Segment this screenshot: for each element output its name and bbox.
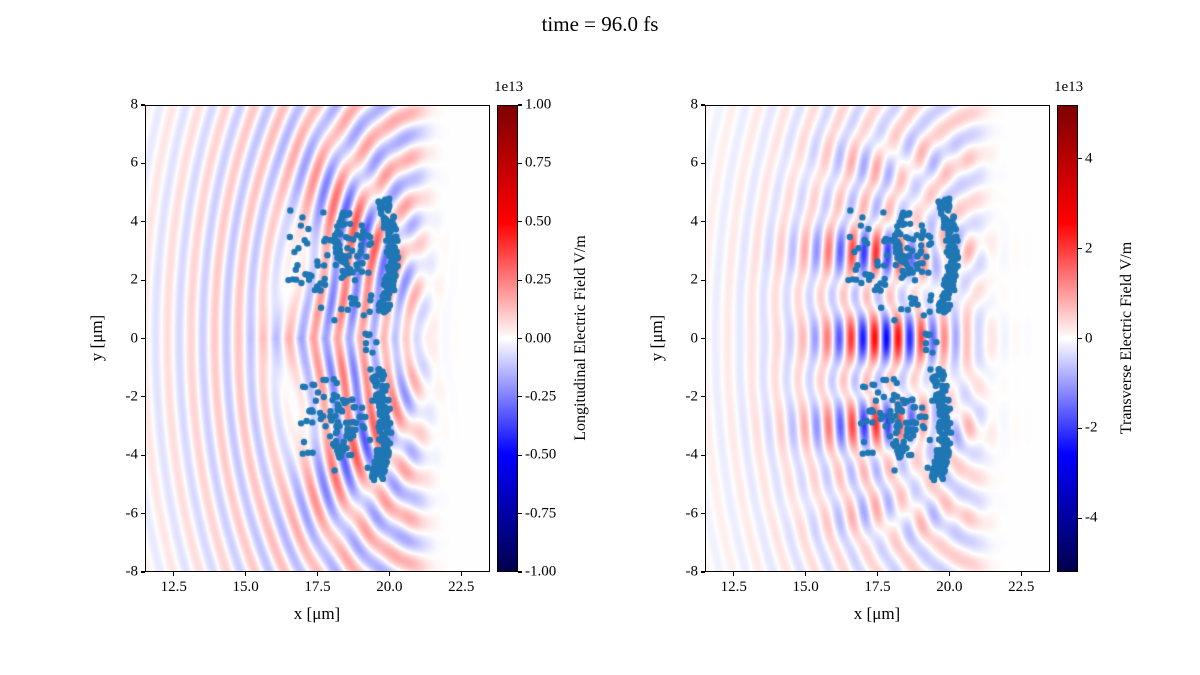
colorbar-tick-label: 0.50 <box>525 213 552 230</box>
colorbar-tick <box>1078 427 1082 429</box>
x-tick-label: 12.5 <box>720 579 747 595</box>
y-tick <box>141 454 145 456</box>
y-tick-label: 6 <box>690 154 699 171</box>
y-tick-label: -6 <box>125 505 139 522</box>
y-tick-label: 8 <box>690 96 699 113</box>
x-tick <box>460 572 462 576</box>
x-tick <box>876 572 879 576</box>
y-tick <box>701 513 705 515</box>
y-tick <box>141 337 145 340</box>
y-tick-label: 4 <box>130 213 139 230</box>
y-tick-label: -4 <box>125 446 139 463</box>
y-tick <box>701 571 705 573</box>
y-tick <box>141 162 145 164</box>
y-tick-label: 6 <box>130 154 139 171</box>
x-tick <box>1020 572 1022 576</box>
x-tick <box>388 572 390 576</box>
colorbar-tick <box>1078 517 1082 519</box>
right-y-axis-label: y [μm] <box>647 314 666 362</box>
longitudinal-field-heatmap <box>145 105 490 572</box>
colorbar-tick <box>1078 248 1082 250</box>
left-colorbar-exponent: 1e13 <box>494 79 524 95</box>
colorbar-tick-label: 1.00 <box>525 96 552 113</box>
y-tick-label: 2 <box>690 271 699 288</box>
right-colorbar-exponent: 1e13 <box>1054 79 1084 95</box>
x-tick-label: 17.5 <box>864 579 891 595</box>
y-tick <box>141 104 145 106</box>
colorbar-tick <box>518 221 522 223</box>
colorbar-tick <box>518 396 522 398</box>
x-tick <box>245 572 247 576</box>
y-tick <box>701 396 705 398</box>
colorbar-tick-label: 2 <box>1085 240 1093 257</box>
x-tick <box>316 572 319 576</box>
x-tick-label: 15.0 <box>792 579 819 595</box>
y-tick <box>141 221 145 223</box>
colorbar-tick <box>1078 158 1082 160</box>
y-tick-label: 0 <box>130 330 139 346</box>
x-tick <box>805 572 807 576</box>
colorbar-tick-label: -1.00 <box>525 563 557 580</box>
y-tick <box>701 162 705 164</box>
colorbar-tick-label: -0.75 <box>525 505 557 522</box>
colorbar-tick-label: -0.50 <box>525 446 557 463</box>
colorbar-tick <box>518 571 522 573</box>
colorbar-tick-label: -4 <box>1085 509 1098 526</box>
y-tick <box>141 571 145 573</box>
x-tick-label: 12.5 <box>160 579 187 595</box>
left-y-axis-label: y [μm] <box>87 314 106 362</box>
colorbar-tick-label: -0.25 <box>525 388 557 405</box>
x-tick-label: 15.0 <box>232 579 259 595</box>
right-x-axis-label: x [μm] <box>853 604 901 623</box>
y-tick-label: 2 <box>130 271 139 288</box>
x-tick-label: 20.0 <box>936 579 963 595</box>
y-tick <box>701 337 705 340</box>
colorbar-tick <box>518 162 522 164</box>
x-tick-label: 22.5 <box>448 579 475 595</box>
colorbar-tick <box>518 454 522 456</box>
y-tick-label: 4 <box>690 213 699 230</box>
colorbar-tick <box>1078 337 1082 340</box>
transverse-colorbar <box>1057 105 1078 572</box>
colorbar-tick <box>518 104 522 106</box>
left-colorbar-label: Longitudinal Electric Field V/m <box>572 235 589 441</box>
colorbar-tick-label: 0.00 <box>525 330 552 346</box>
y-tick-label: 8 <box>130 96 139 113</box>
y-tick-label: -2 <box>125 388 139 405</box>
longitudinal-colorbar <box>497 105 518 572</box>
chart-title: time = 96.0 fs <box>541 12 659 36</box>
x-tick <box>733 572 735 576</box>
colorbar-tick-label: 4 <box>1085 150 1093 167</box>
x-tick-label: 22.5 <box>1008 579 1035 595</box>
y-tick <box>141 279 145 281</box>
x-tick-label: 20.0 <box>376 579 403 595</box>
y-tick-label: -8 <box>685 563 699 580</box>
x-tick-label: 17.5 <box>304 579 331 595</box>
y-tick-label: -4 <box>685 446 699 463</box>
right-colorbar-label: Transverse Electric Field V/m <box>1118 241 1135 435</box>
colorbar-tick-label: 0 <box>1085 330 1093 346</box>
left-x-axis-label: x [μm] <box>293 604 341 623</box>
y-tick <box>701 454 705 456</box>
x-tick <box>948 572 950 576</box>
y-tick <box>141 513 145 515</box>
colorbar-tick <box>518 279 522 281</box>
colorbar-tick-label: 0.75 <box>525 154 552 171</box>
y-tick <box>701 104 705 106</box>
y-tick-label: 0 <box>690 330 699 346</box>
colorbar-tick-label: 0.25 <box>525 271 552 288</box>
colorbar-tick-label: -2 <box>1085 419 1098 436</box>
colorbar-tick <box>518 337 522 340</box>
y-tick-label: -8 <box>125 563 139 580</box>
colorbar-tick <box>518 513 522 515</box>
y-tick <box>701 221 705 223</box>
y-tick-label: -2 <box>685 388 699 405</box>
transverse-field-heatmap <box>705 105 1050 572</box>
y-tick <box>141 396 145 398</box>
y-tick-label: -6 <box>685 505 699 522</box>
x-tick <box>173 572 175 576</box>
y-tick <box>701 279 705 281</box>
